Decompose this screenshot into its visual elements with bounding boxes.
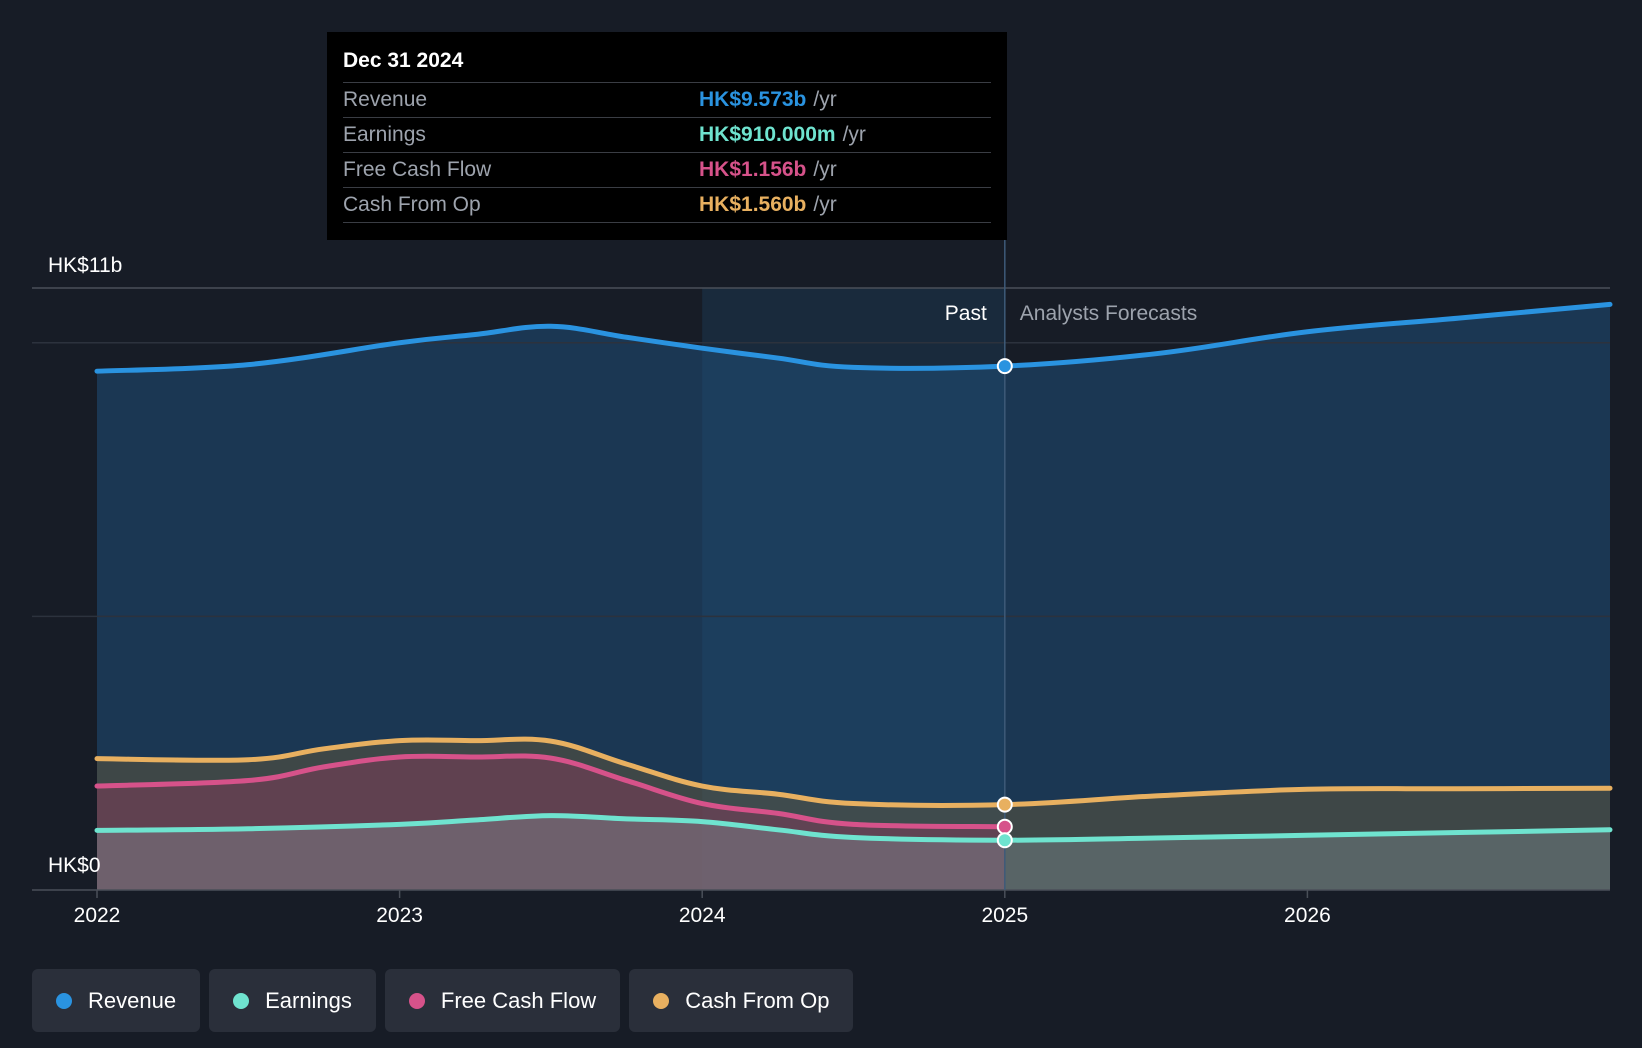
cash-from-op-dot-icon [653, 992, 670, 1009]
cash-from-op-area [97, 739, 1610, 890]
tooltip-unit: /yr [813, 193, 837, 216]
earnings-line [94, 813, 1613, 843]
revenue-line [94, 301, 1613, 374]
tooltip-unit: /yr [842, 123, 866, 146]
tooltip-date: Dec 31 2024 [343, 49, 464, 72]
earnings-area [97, 815, 1610, 890]
free-cash-flow-dot-icon [408, 992, 425, 1009]
tooltip-label: Revenue [343, 88, 428, 111]
legend-label: Earnings [265, 987, 352, 1013]
series-areas [97, 304, 1610, 890]
legend-label: Revenue [88, 987, 177, 1013]
cash-from-op-marker[interactable] [996, 796, 1013, 813]
legend-label: Cash From Op [685, 987, 830, 1013]
tooltip-row-free-cash-flow: Free Cash Flow HK$1.156b /yr [343, 152, 991, 187]
y-axis-top-label: HK$11b [48, 254, 122, 277]
tooltip-row-cash-from-op: Cash From Op HK$1.560b /yr [343, 187, 991, 223]
tooltip-unit: /yr [813, 88, 837, 111]
x-tick-label: 2026 [1284, 904, 1331, 927]
grid-lines [32, 287, 1610, 891]
legend-label: Free Cash Flow [440, 987, 597, 1013]
tooltip-label: Cash From Op [343, 193, 481, 216]
tooltip-value: HK$1.560b [699, 193, 807, 216]
y-axis-bottom-label: HK$0 [48, 854, 101, 877]
earnings-dot-icon [233, 992, 250, 1009]
revenue-dot-icon [56, 992, 72, 1009]
x-axis-ticks: 2022 2023 2024 2025 2026 [74, 890, 1331, 927]
series-lines [94, 301, 1613, 843]
x-tick-label: 2025 [981, 904, 1028, 927]
tooltip-value: HK$1.156b [699, 158, 807, 181]
tooltip-value: HK$9.573b [699, 88, 807, 111]
tooltip-row-earnings: Earnings HK$910.000m /yr [343, 117, 991, 152]
x-tick-label: 2022 [74, 904, 121, 927]
tooltip-value: HK$910.000m [699, 123, 836, 146]
forecast-label: Analysts Forecasts [1020, 302, 1197, 325]
tooltip-label: Free Cash Flow [343, 158, 492, 181]
legend-item-revenue[interactable]: Revenue [32, 969, 201, 1032]
legend-item-cash-from-op[interactable]: Cash From Op [629, 969, 854, 1032]
legend: Revenue Earnings Free Cash Flow Cash Fro… [32, 969, 854, 1032]
tooltip: Dec 31 2024 Revenue HK$9.573b /yr Earnin… [327, 32, 1007, 240]
tooltip-label: Earnings [343, 123, 426, 146]
tooltip-row-revenue: Revenue HK$9.573b /yr [343, 82, 991, 117]
past-label: Past [945, 302, 987, 325]
x-tick-label: 2023 [376, 904, 423, 927]
earnings-marker[interactable] [996, 832, 1013, 849]
free-cash-flow-area [97, 755, 1005, 890]
revenue-area [97, 304, 1610, 890]
free-cash-flow-line [94, 753, 1008, 830]
series-markers [996, 358, 1013, 849]
legend-item-free-cash-flow[interactable]: Free Cash Flow [384, 969, 621, 1032]
cash-from-op-line [94, 736, 1613, 808]
x-tick-label: 2024 [679, 904, 726, 927]
legend-item-earnings[interactable]: Earnings [209, 969, 376, 1032]
revenue-marker[interactable] [996, 358, 1013, 375]
tooltip-unit: /yr [813, 158, 837, 181]
free-cash-flow-marker[interactable] [996, 818, 1013, 835]
